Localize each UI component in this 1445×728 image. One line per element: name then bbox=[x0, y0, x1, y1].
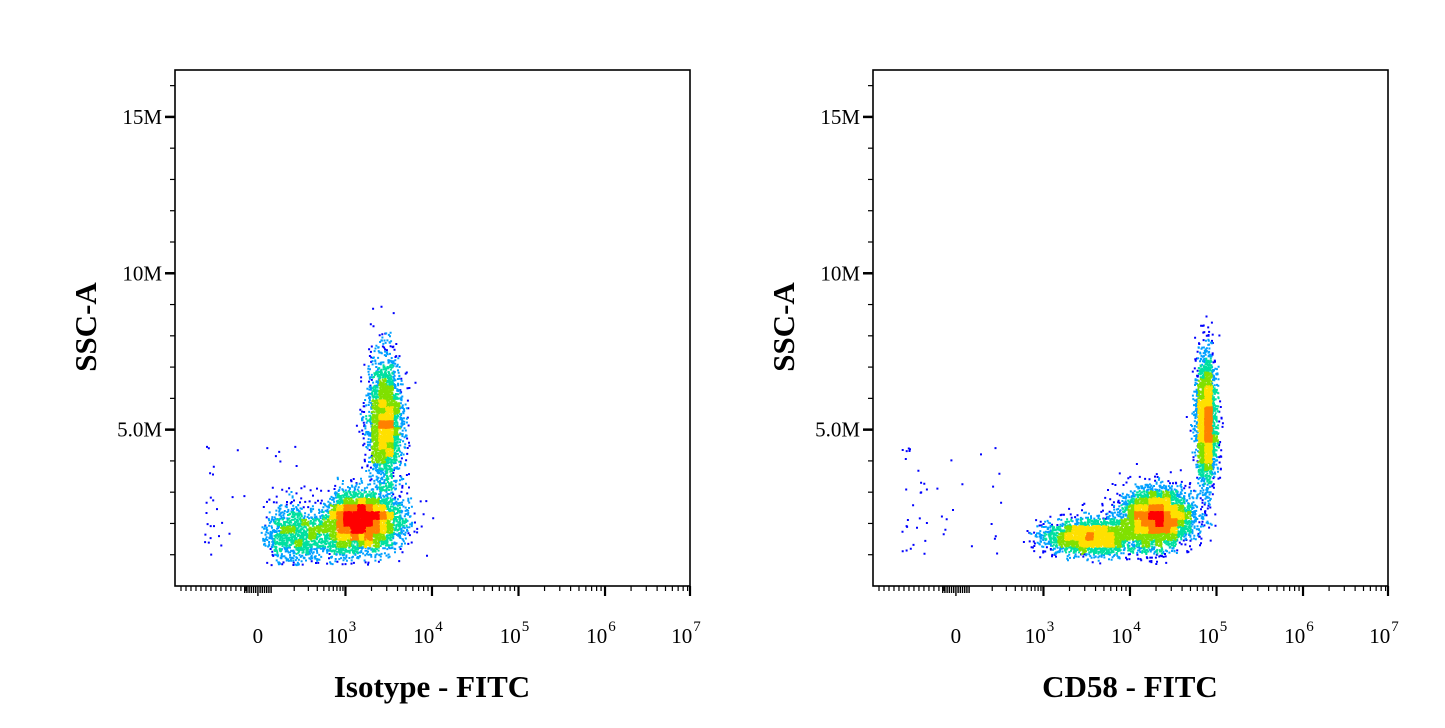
x-tick-exponent: 5 bbox=[1220, 619, 1228, 635]
x-tick-base: 10 bbox=[1284, 624, 1305, 648]
x-tick-exponent: 3 bbox=[349, 619, 357, 635]
y-axis-title: SSC-A bbox=[68, 282, 103, 372]
y-tick-label: 15M bbox=[122, 105, 162, 129]
event-dots-density-4 bbox=[329, 399, 394, 548]
y-tick-label: 10M bbox=[122, 261, 162, 285]
x-tick-label: 104 bbox=[1111, 619, 1141, 648]
x-tick-base: 10 bbox=[1111, 624, 1132, 648]
x-axis-title: CD58 - FITC bbox=[1042, 669, 1218, 704]
x-tick-base: 0 bbox=[951, 624, 962, 648]
x-tick-label: 105 bbox=[500, 619, 530, 648]
x-axis-title: Isotype - FITC bbox=[334, 669, 530, 704]
event-dots-density-2 bbox=[273, 364, 408, 555]
event-dots-density-3 bbox=[1057, 371, 1219, 555]
x-tick-base: 10 bbox=[413, 624, 434, 648]
x-tick-exponent: 7 bbox=[1391, 619, 1399, 635]
plot-frame bbox=[174, 69, 691, 587]
x-tick-label: 105 bbox=[1198, 619, 1228, 648]
x-tick-label: 103 bbox=[327, 619, 357, 648]
x-tick-base: 10 bbox=[500, 624, 521, 648]
x-tick-exponent: 4 bbox=[1133, 619, 1141, 635]
x-tick-label: 107 bbox=[1369, 619, 1399, 648]
event-dots-density-4 bbox=[1064, 385, 1213, 548]
y-tick-label: 10M bbox=[820, 261, 860, 285]
event-dots-density-6 bbox=[343, 504, 380, 534]
x-tick-exponent: 6 bbox=[1306, 619, 1314, 635]
x-tick-base: 10 bbox=[1198, 624, 1219, 648]
x-tick-base: 0 bbox=[253, 624, 264, 648]
event-dots-density-5 bbox=[336, 420, 394, 541]
x-tick-label: 103 bbox=[1025, 619, 1055, 648]
x-tick-exponent: 5 bbox=[522, 619, 530, 635]
event-dots-density-0 bbox=[901, 315, 1224, 565]
y-tick-label: 5.0M bbox=[117, 418, 162, 442]
x-tick-label: 0 bbox=[253, 624, 264, 648]
x-tick-exponent: 3 bbox=[1047, 619, 1055, 635]
x-tick-label: 104 bbox=[413, 619, 443, 648]
x-tick-label: 106 bbox=[1284, 619, 1314, 648]
y-tick-label: 5.0M bbox=[815, 418, 860, 442]
x-tick-exponent: 6 bbox=[608, 619, 616, 635]
y-tick-label: 15M bbox=[820, 105, 860, 129]
event-dots-density-1 bbox=[1029, 338, 1220, 562]
x-tick-base: 10 bbox=[1025, 624, 1046, 648]
x-tick-label: 0 bbox=[951, 624, 962, 648]
x-tick-exponent: 4 bbox=[435, 619, 443, 635]
x-tick-label: 106 bbox=[586, 619, 616, 648]
x-tick-base: 10 bbox=[586, 624, 607, 648]
event-dots-density-2 bbox=[1043, 357, 1220, 555]
x-tick-base: 10 bbox=[327, 624, 348, 648]
x-tick-base: 10 bbox=[671, 624, 692, 648]
x-tick-label: 107 bbox=[671, 619, 701, 648]
event-dots-density-6 bbox=[1148, 511, 1164, 527]
y-axis-title: SSC-A bbox=[766, 282, 801, 372]
x-tick-exponent: 7 bbox=[693, 619, 701, 635]
x-tick-base: 10 bbox=[1369, 624, 1390, 648]
